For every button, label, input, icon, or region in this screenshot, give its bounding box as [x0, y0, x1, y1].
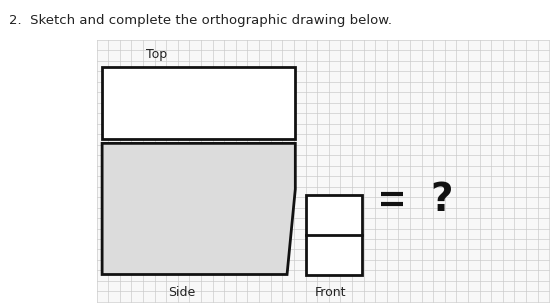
Bar [306, 195, 362, 274]
Text: 2.  Sketch and complete the orthographic drawing below.: 2. Sketch and complete the orthographic … [9, 14, 392, 27]
Polygon shape [102, 143, 295, 274]
Text: Top: Top [146, 48, 167, 61]
Text: Front: Front [315, 286, 346, 299]
Bar [102, 67, 295, 139]
Text: ?: ? [431, 181, 453, 219]
Text: Side: Side [168, 286, 195, 299]
Bar [97, 40, 549, 302]
